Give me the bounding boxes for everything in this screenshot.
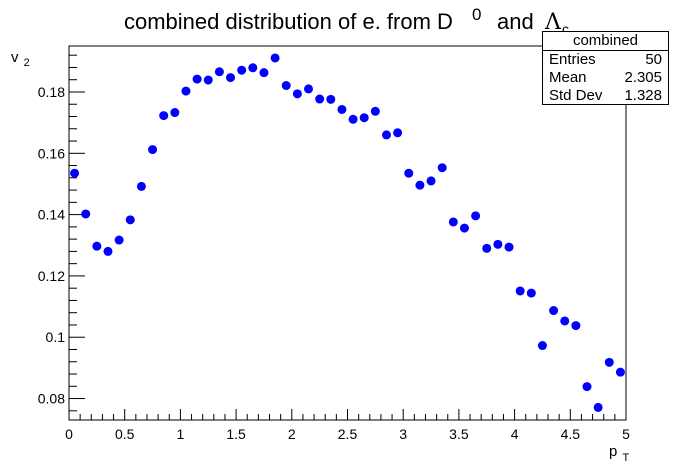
data-point — [237, 65, 247, 75]
data-point — [504, 242, 514, 252]
data-point — [125, 215, 135, 225]
data-point — [315, 94, 325, 104]
x-tick-label: 2.5 — [338, 426, 358, 442]
y-axis: 0.08 0.1 0.12 0.14 0.16 0.18 — [38, 54, 85, 412]
y-axis-label: v 2 — [11, 49, 30, 69]
x-tick-label: 3.5 — [449, 426, 469, 442]
data-point — [471, 211, 481, 221]
data-point — [226, 73, 236, 83]
stats-row-mean: Mean 2.305 — [543, 69, 668, 87]
x-tick-label: 1 — [177, 426, 185, 442]
data-point — [381, 130, 391, 140]
y-tick-label: 0.14 — [38, 207, 65, 223]
data-point — [270, 53, 280, 63]
title-main: combined distribution of e. from D — [124, 9, 453, 34]
data-point — [404, 168, 414, 178]
x-tick-label: 0 — [65, 426, 73, 442]
data-point — [70, 168, 80, 178]
data-point — [415, 180, 425, 190]
x-tick-label: 4 — [511, 426, 519, 442]
x-axis: 0 0.5 1 1.5 2 2.5 3 3.5 4 4.5 5 — [65, 409, 630, 442]
data-point — [92, 241, 102, 251]
data-point — [326, 94, 336, 104]
data-point — [337, 104, 347, 114]
data-point — [81, 209, 91, 219]
x-axis-label-base: p — [609, 443, 617, 460]
data-point — [192, 74, 202, 84]
data-point — [593, 402, 603, 412]
data-point — [526, 288, 536, 298]
stats-mean-label: Mean — [549, 69, 587, 86]
data-point — [515, 286, 525, 296]
y-tick-label: 0.16 — [38, 145, 65, 161]
data-point — [437, 163, 447, 173]
stats-box-title: combined — [543, 32, 668, 51]
data-point — [426, 176, 436, 186]
x-tick-label: 1.5 — [226, 426, 246, 442]
data-point — [493, 239, 503, 249]
y-tick-label: 0.08 — [38, 391, 65, 407]
stats-row-entries: Entries 50 — [543, 51, 668, 69]
data-point — [348, 114, 358, 124]
data-point — [292, 89, 302, 99]
data-point — [359, 113, 369, 123]
data-point — [259, 68, 269, 78]
y-axis-label-base: v — [11, 49, 19, 66]
data-point — [393, 128, 403, 138]
data-point — [114, 235, 124, 245]
data-point — [560, 316, 570, 326]
x-tick-label: 4.5 — [561, 426, 581, 442]
data-points — [70, 53, 625, 412]
data-point — [549, 306, 559, 316]
data-point — [304, 84, 314, 94]
data-point — [203, 75, 213, 85]
stats-stddev-label: Std Dev — [549, 87, 603, 104]
x-tick-label: 3 — [399, 426, 407, 442]
stats-entries-label: Entries — [549, 51, 596, 68]
data-point — [370, 106, 380, 116]
data-point — [148, 145, 158, 155]
data-point — [582, 382, 592, 392]
data-point — [537, 341, 547, 351]
data-point — [571, 321, 581, 331]
stats-row-stddev: Std Dev 1.328 — [543, 87, 668, 105]
stats-mean-value: 2.305 — [624, 69, 662, 86]
data-point — [136, 181, 146, 191]
data-point — [159, 111, 169, 121]
y-tick-label: 0.18 — [38, 84, 65, 100]
data-point — [281, 81, 291, 91]
data-point — [482, 243, 492, 253]
data-point — [103, 246, 113, 256]
title-subscript: c — [562, 21, 569, 37]
stats-box: combined Entries 50 Mean 2.305 Std Dev 1… — [542, 31, 669, 105]
data-point — [181, 86, 191, 96]
x-axis-label-sub: T — [623, 452, 630, 464]
stats-entries-value: 50 — [645, 51, 662, 68]
data-point — [448, 217, 458, 227]
title-and: and — [497, 9, 534, 34]
x-tick-label: 0.5 — [115, 426, 135, 442]
y-axis-label-sub: 2 — [24, 57, 30, 69]
chart-title: combined distribution of e. from D 0 and… — [124, 0, 569, 37]
y-tick-label: 0.1 — [46, 329, 66, 345]
data-point — [604, 357, 614, 367]
x-tick-label: 2 — [288, 426, 296, 442]
data-point — [459, 223, 469, 233]
data-point — [170, 108, 180, 118]
x-tick-label: 5 — [622, 426, 630, 442]
data-point — [615, 367, 625, 377]
data-point — [248, 63, 258, 73]
stats-stddev-value: 1.328 — [624, 87, 662, 104]
title-lambda: Λ — [544, 10, 562, 35]
x-axis-label: p T — [609, 443, 630, 464]
y-tick-label: 0.12 — [38, 268, 65, 284]
title-superscript: 0 — [472, 5, 481, 24]
data-point — [214, 67, 224, 77]
